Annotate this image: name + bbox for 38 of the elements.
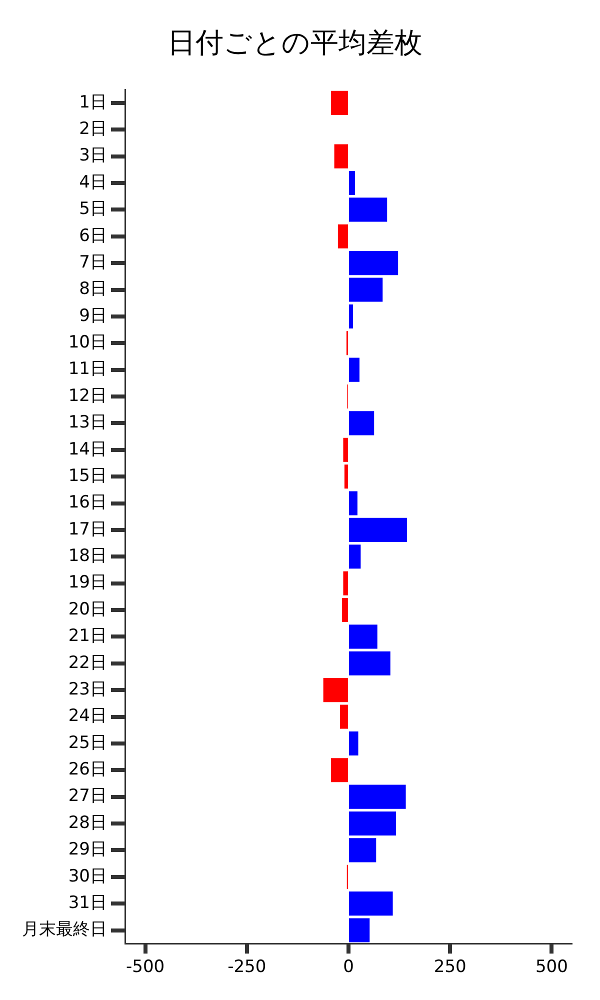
y-tick-label: 16日	[68, 492, 107, 513]
y-tick-label: 18日	[68, 546, 107, 566]
y-tick-label: 11日	[68, 359, 107, 380]
y-tick-label: 14日	[68, 439, 107, 460]
chart-title: 日付ごとの平均差枚	[168, 26, 422, 60]
x-tick-label: 0	[343, 957, 354, 978]
y-tick-label: 1日	[79, 92, 107, 112]
y-tick-label: 8日	[79, 279, 107, 300]
y-tick-label: 5日	[79, 199, 107, 220]
x-tick-label: -250	[228, 957, 266, 978]
y-tick-label: 3日	[79, 146, 107, 166]
y-tick-label: 19日	[68, 572, 107, 593]
y-tick-label: 4日	[79, 172, 107, 192]
y-tick-label: 17日	[68, 519, 107, 540]
y-tick-label: 9日	[79, 306, 107, 326]
y-tick-label: 24日	[68, 706, 107, 726]
y-tick-label: 21日	[68, 626, 107, 646]
y-tick-label: 10日	[68, 332, 107, 353]
x-tick-label: 500	[535, 957, 568, 978]
y-tick-label: 25日	[68, 732, 107, 753]
y-tick-label: 26日	[68, 760, 107, 780]
y-tick-label: 31日	[68, 892, 107, 913]
y-tick-label: 13日	[68, 412, 107, 433]
y-tick-label: 15日	[68, 466, 107, 486]
y-tick-label: 12日	[68, 386, 107, 406]
y-tick-label: 29日	[68, 840, 107, 860]
y-tick-label: 23日	[68, 679, 107, 700]
y-tick-label: 20日	[68, 599, 107, 620]
y-tick-label: 6日	[79, 226, 107, 246]
y-tick-label: 28日	[68, 812, 107, 833]
y-tick-label: 月末最終日	[22, 920, 107, 940]
y-tick-label: 22日	[68, 652, 107, 673]
y-tick-label: 7日	[79, 252, 107, 272]
x-tick-label: -500	[126, 957, 165, 978]
y-tick-label: 30日	[68, 866, 107, 886]
y-tick-label: 2日	[79, 119, 107, 140]
x-tick-label: 250	[434, 957, 466, 978]
y-tick-label: 27日	[68, 786, 107, 806]
